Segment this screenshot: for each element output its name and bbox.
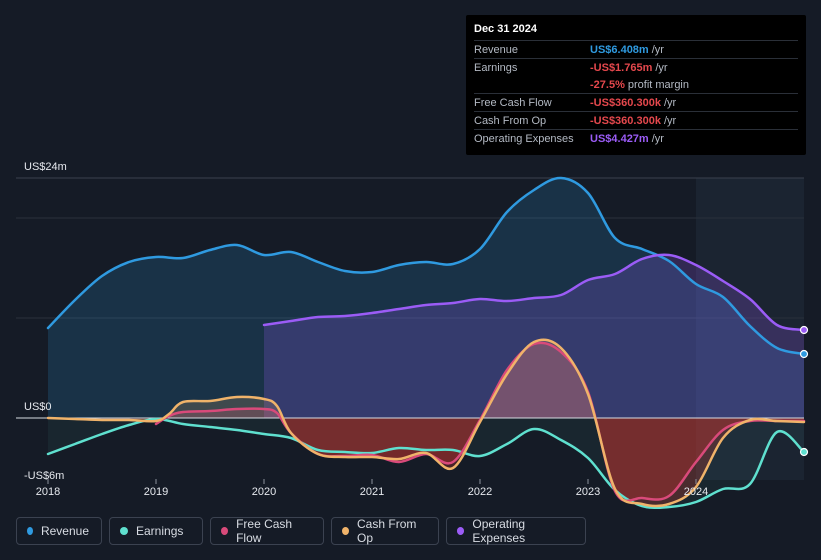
cash-from-op-area-positive [48,339,804,418]
tooltip-row: Earnings -US$1.765m/yr [474,58,798,76]
legend-item-cash-from-op[interactable]: Cash From Op [331,517,439,545]
operating-expenses-line [262,253,806,332]
tooltip-panel: Dec 31 2024 Revenue US$6.408m/yr Earnings -… [466,15,806,155]
tooltip-row-label: Earnings [474,61,518,74]
legend-dot-icon [120,527,128,535]
tooltip-row-unit: profit margin [627,78,689,91]
series-areas [48,177,804,508]
legend-item-free-cash-flow[interactable]: Free Cash Flow [210,517,324,545]
x-tick-label: 2018 [36,486,60,498]
operating-expenses-area-positive [264,254,804,418]
legend-dot-icon [27,527,33,535]
x-tick-label: 2019 [144,486,168,498]
tooltip-row-value: -27.5% [590,78,625,91]
legend-item-earnings[interactable]: Earnings [109,517,203,545]
legend-dot-icon [221,527,229,535]
tooltip-row-value: -US$1.765m [590,61,653,74]
tooltip-row: Cash From Op -US$360.300k/yr [474,111,798,129]
tooltip-row-value: -US$360.300k [590,114,661,127]
series-end-markers [799,325,809,457]
tooltip-row: Operating Expenses US$4.427m/yr [474,129,798,147]
y-tick-label: US$24m [24,161,67,173]
tooltip-row-label: Revenue [474,43,519,56]
legend-label: Operating Expenses [472,517,526,545]
x-tick-label: 2022 [468,486,492,498]
gridlines [16,177,804,319]
legend-dot-icon [342,527,350,535]
x-tick-label: 2021 [360,486,384,498]
tooltip-row: Revenue US$6.408m/yr [474,40,798,58]
legend-item-operating-expenses[interactable]: Operating Expenses [446,517,586,545]
chart-legend: Revenue Earnings Free Cash Flow Cash From O… [16,517,593,545]
y-axis-labels: US$24m US$0 -US$6m [24,161,67,482]
free-cash-flow-line [154,341,806,503]
tooltip-row-unit: /yr [651,43,664,56]
x-axis-labels: 2018 2019 2020 2021 2022 2023 2024 [36,479,708,498]
tooltip-row-value: US$6.408m [590,43,649,56]
legend-item-revenue[interactable]: Revenue [16,517,102,545]
legend-dot-icon [457,527,465,535]
tooltip-row: -27.5% profit margin [474,76,798,93]
legend-label: Cash From Op [357,517,417,545]
revenue-end-marker [799,349,809,359]
x-tick-label: 2020 [252,486,276,498]
x-tick-label: 2024 [684,486,708,498]
legend-label: Free Cash Flow [236,517,293,545]
tooltip-row-unit: /yr [651,132,664,145]
free-cash-flow-area-negative [156,418,804,501]
cash-from-op-area-negative [48,418,804,506]
tooltip-row-unit: /yr [663,96,677,109]
y-tick-label: -US$6m [24,470,64,482]
tooltip-row: Free Cash Flow -US$360.300k/yr [474,93,798,111]
earnings-line [46,417,806,510]
tooltip-row-unit: /yr [663,114,677,127]
tooltip-row-value: US$4.427m [590,132,649,145]
revenue-line [46,176,806,356]
legend-label: Earnings [136,524,184,538]
earnings-end-marker [799,447,809,457]
revenue-area-positive [48,177,804,418]
series-lines [46,176,806,510]
tooltip-row-label: Cash From Op [474,114,547,127]
earnings-area-negative [48,418,804,508]
tooltip-row-value: -US$360.300k [590,96,661,109]
tooltip-row-unit: /yr [655,61,668,74]
operating-expenses-end-marker [799,325,809,335]
tooltip-rows: Revenue US$6.408m/yr Earnings -US$1.765m/yr… [474,40,798,147]
tooltip-row-label: Operating Expenses [474,132,574,145]
tooltip-row-label: Free Cash Flow [474,96,552,109]
legend-label: Revenue [40,524,89,538]
cash-from-op-line [46,338,806,508]
x-tick-label: 2023 [576,486,600,498]
y-tick-label: US$0 [24,401,52,413]
tooltip-date: Dec 31 2024 [474,23,537,35]
